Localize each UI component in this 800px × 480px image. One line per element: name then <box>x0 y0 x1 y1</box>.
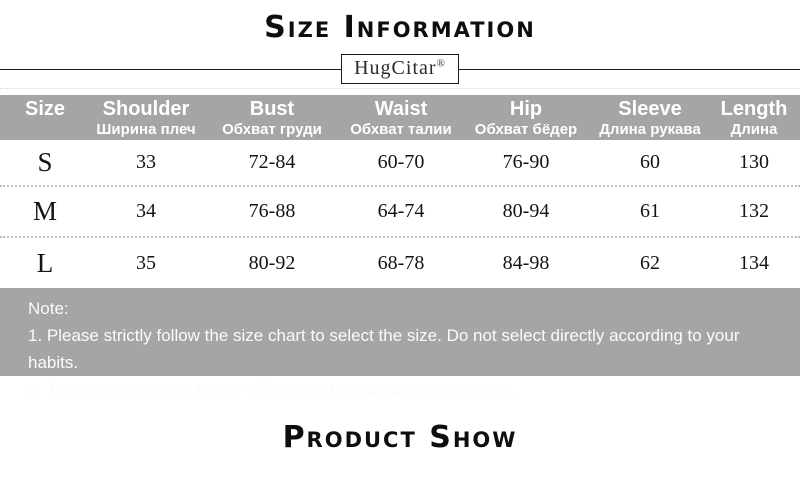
column-header-bust: Bust Обхват груди <box>202 95 342 140</box>
waist-value: 64-74 <box>377 200 425 222</box>
column-header-hip: Hip Обхват бёдер <box>460 95 592 140</box>
column-sublabel: Ширина плеч <box>96 121 196 138</box>
column-label: Sleeve <box>618 98 682 120</box>
page-title: Size Information <box>264 10 536 45</box>
hip-value: 80-94 <box>502 200 550 222</box>
column-sublabel: Длина рукава <box>599 121 701 138</box>
note-line-2: 2. The size may have 1-3cm differs due t… <box>28 380 518 399</box>
hip-value: 84-98 <box>502 251 550 274</box>
column-header-sleeve: Sleeve Длина рукава <box>592 95 708 140</box>
column-label: Size <box>24 98 66 120</box>
column-header-shoulder: Shoulder Ширина плеч <box>90 95 202 140</box>
shoulder-value: 35 <box>136 251 156 274</box>
shoulder-value: 33 <box>136 151 156 173</box>
bust-value: 72-84 <box>248 151 296 173</box>
table-row-size-l: L 35 80-92 68-78 84-98 62 134 <box>0 238 800 288</box>
size-value: S <box>37 147 53 177</box>
length-value: 130 <box>739 151 769 173</box>
sleeve-value: 62 <box>640 251 660 274</box>
sleeve-value: 61 <box>640 200 660 222</box>
column-label: Shoulder <box>102 98 190 120</box>
sleeve-value: 60 <box>640 151 660 173</box>
table-row-size-s: S 33 72-84 60-70 76-90 60 130 <box>0 140 800 187</box>
shoulder-value: 34 <box>136 200 156 222</box>
hip-value: 76-90 <box>502 151 550 173</box>
column-label: Bust <box>249 98 295 120</box>
dotted-divider-top <box>0 88 800 89</box>
column-header-waist: Waist Обхват талии <box>342 95 460 140</box>
registered-trademark-mark: ® <box>436 57 446 70</box>
divider-line-left <box>0 68 342 70</box>
column-header-length: Length Длина <box>708 95 800 140</box>
column-header-size: Size <box>0 95 90 140</box>
note-box: Note: 1. Please strictly follow the size… <box>0 288 800 399</box>
column-label: Length <box>720 98 788 120</box>
note-heading: Note: <box>28 299 69 318</box>
table-row-size-m: M 34 76-88 64-74 80-94 61 132 <box>0 187 800 238</box>
column-label: Waist <box>374 98 428 120</box>
column-label: Hip <box>509 98 543 120</box>
section-title-product-show: Product Show <box>282 420 518 455</box>
column-sublabel: Обхват груди <box>222 121 322 138</box>
brand-logo: HugCitar® <box>341 54 459 84</box>
size-value: M <box>32 196 57 226</box>
column-sublabel: Обхват талии <box>350 121 452 138</box>
brand-logo-row: HugCitar® <box>0 54 800 84</box>
column-sublabel: Обхват бёдер <box>474 121 578 138</box>
column-sublabel: Длина <box>730 121 778 138</box>
waist-value: 60-70 <box>377 151 425 173</box>
brand-name: HugCitar <box>354 57 437 79</box>
divider-line-right <box>458 68 800 70</box>
length-value: 132 <box>739 200 769 222</box>
size-value: L <box>36 247 54 278</box>
note-line-1: 1. Please strictly follow the size chart… <box>28 326 740 372</box>
bust-value: 76-88 <box>248 200 296 222</box>
waist-value: 68-78 <box>377 251 425 274</box>
bust-value: 80-92 <box>248 251 296 274</box>
length-value: 134 <box>739 251 769 274</box>
table-header-row: Size Shoulder Ширина плеч Bust Обхват гр… <box>0 95 800 140</box>
